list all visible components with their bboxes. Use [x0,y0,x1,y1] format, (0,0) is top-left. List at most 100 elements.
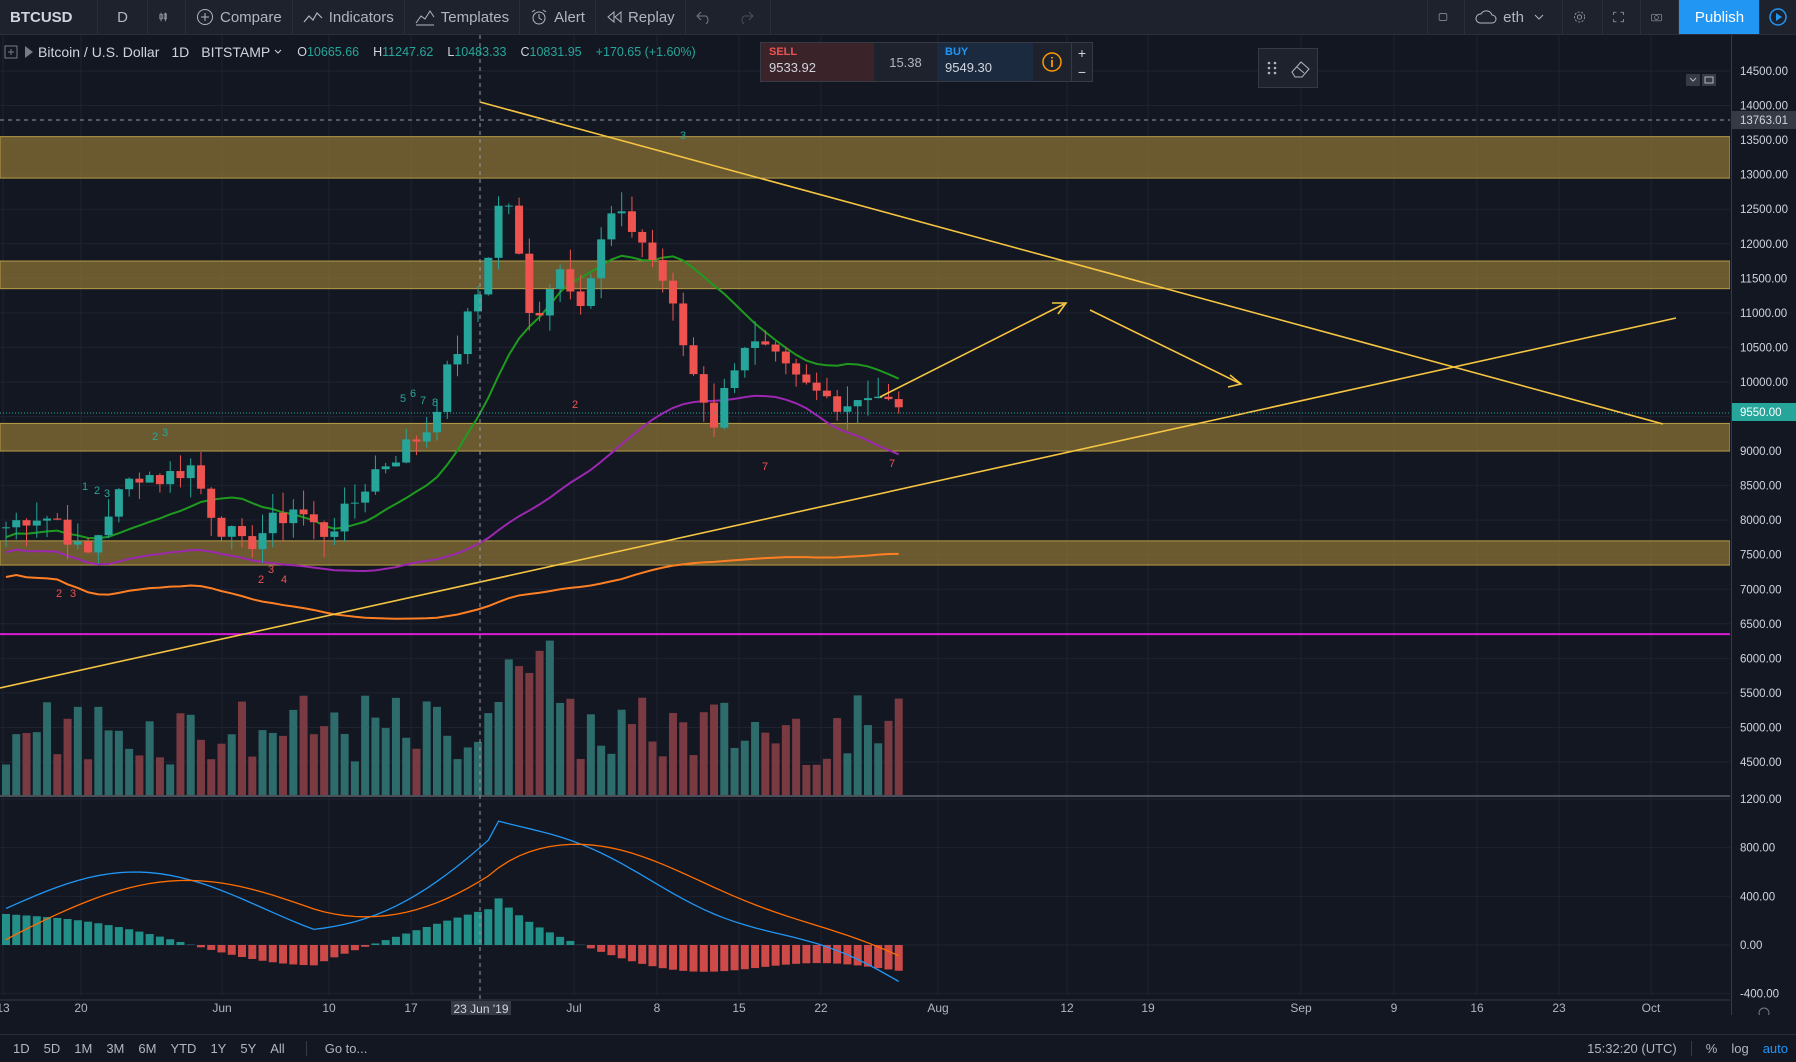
macd-histogram-bar [33,916,41,945]
info-button[interactable] [1033,43,1071,81]
layout-button[interactable] [1427,0,1465,34]
gear-icon [1573,8,1586,26]
resistance-zone[interactable] [0,261,1730,289]
volume-bar [761,733,769,795]
drag-handle-icon[interactable] [1265,58,1279,78]
settings-gear[interactable] [1759,1008,1769,1015]
volume-bar [710,705,718,795]
macd-histogram-bar [146,934,154,945]
chevron-down-icon[interactable] [273,47,283,57]
chart-legend: Bitcoin / U.S. Dollar 1D BITSTAMP O10665… [4,44,696,60]
symbol-search[interactable]: BTCUSD [0,0,98,34]
macd-histogram-bar [802,945,810,963]
chart-type-button[interactable] [148,0,186,34]
volume-bar [12,734,20,795]
publish-button[interactable]: Publish [1679,0,1760,34]
volume-bar [864,725,872,795]
redo-button[interactable] [728,0,771,34]
symbol-title[interactable]: Bitcoin / U.S. Dollar [38,44,159,60]
log-toggle[interactable]: log [1731,1041,1748,1056]
range-ytd[interactable]: YTD [163,1041,203,1056]
macd-histogram-bar [792,945,800,964]
macd-histogram-bar [351,945,359,950]
goto-button[interactable]: Go to... [306,1041,368,1056]
price-label: 7000.00 [1740,584,1782,596]
range-6m[interactable]: 6M [131,1041,163,1056]
camera-icon [1651,9,1662,25]
replay-button[interactable]: Replay [596,0,686,34]
save-layout-button[interactable]: eth [1465,0,1563,34]
candle-body [854,400,862,406]
rewind-icon [606,10,622,24]
macd-histogram-bar [813,945,821,963]
macd-histogram-bar [443,921,451,945]
collapse-pane-icon[interactable] [1686,74,1700,86]
alert-button[interactable]: Alert [520,0,596,34]
candle-body [679,303,687,345]
range-1d[interactable]: 1D [6,1041,37,1056]
buy-button[interactable]: BUY 9549.30 [937,43,1033,81]
undo-button[interactable] [686,0,728,34]
volume-bar [577,759,585,795]
up-arrow-line[interactable] [880,303,1066,397]
undo-icon [696,10,712,24]
eraser-icon[interactable] [1289,57,1313,79]
macd-histogram-bar [761,945,769,967]
collapse-icon[interactable] [4,45,18,59]
range-5d[interactable]: 5D [37,1041,68,1056]
replay-label: Replay [628,9,675,26]
time-label: Sep [1290,1001,1312,1015]
macd-histogram-bar [94,923,102,945]
sell-button[interactable]: SELL 9533.92 [761,43,874,81]
play-button[interactable] [1759,0,1796,34]
range-3m[interactable]: 3M [99,1041,131,1056]
candle-body [23,520,31,525]
td-count: 7 [762,461,768,473]
interval-selector[interactable]: D [98,0,148,34]
macd-histogram-bar [495,898,503,945]
td-count: 3 [70,588,76,600]
resistance-zone[interactable] [0,423,1730,451]
range-1m[interactable]: 1M [67,1041,99,1056]
time-label: 17 [404,1001,418,1015]
volume-bar [597,746,605,795]
snapshot-button[interactable] [1641,0,1679,34]
fullscreen-button[interactable] [1603,0,1641,34]
volume-bar [443,736,451,795]
volume-bar [125,749,133,795]
volume-bar [720,703,728,795]
candle-body [382,466,390,469]
price-label: 10500.00 [1740,342,1788,354]
auto-toggle[interactable]: auto [1763,1041,1788,1056]
candle-body [392,463,400,467]
macd-histogram-bar [197,945,205,947]
indicators-button[interactable]: Indicators [293,0,405,34]
percent-toggle[interactable]: % [1691,1041,1718,1056]
maximize-pane-icon[interactable] [1702,74,1716,86]
range-1y[interactable]: 1Y [203,1041,233,1056]
resistance-zone[interactable] [0,137,1730,178]
range-all[interactable]: All [263,1041,291,1056]
sell-label: SELL [769,46,866,58]
time-axis[interactable]: 1320Jun1017Jul81522Aug1219Sep91623Oct23 … [0,1000,1730,1015]
increase-button[interactable]: + [1078,45,1086,61]
macd-histogram-bar [546,932,554,945]
td-count: 3 [680,130,686,142]
range-5y[interactable]: 5Y [233,1041,263,1056]
candle-body [802,375,810,383]
macd-histogram-bar [731,945,739,970]
candle-body [741,348,749,370]
macd-label: 0.00 [1740,940,1762,952]
templates-button[interactable]: Templates [405,0,520,34]
volume-bar [33,732,41,795]
compare-button[interactable]: Compare [186,0,293,34]
decrease-button[interactable]: − [1078,64,1086,80]
gear-icon[interactable] [1759,1008,1769,1015]
volume-bar [679,722,687,795]
clock[interactable]: 15:32:20 (UTC) [1587,1041,1677,1056]
settings-button[interactable] [1563,0,1603,34]
volume-bar [248,757,256,795]
user-drawings[interactable] [0,102,1676,688]
